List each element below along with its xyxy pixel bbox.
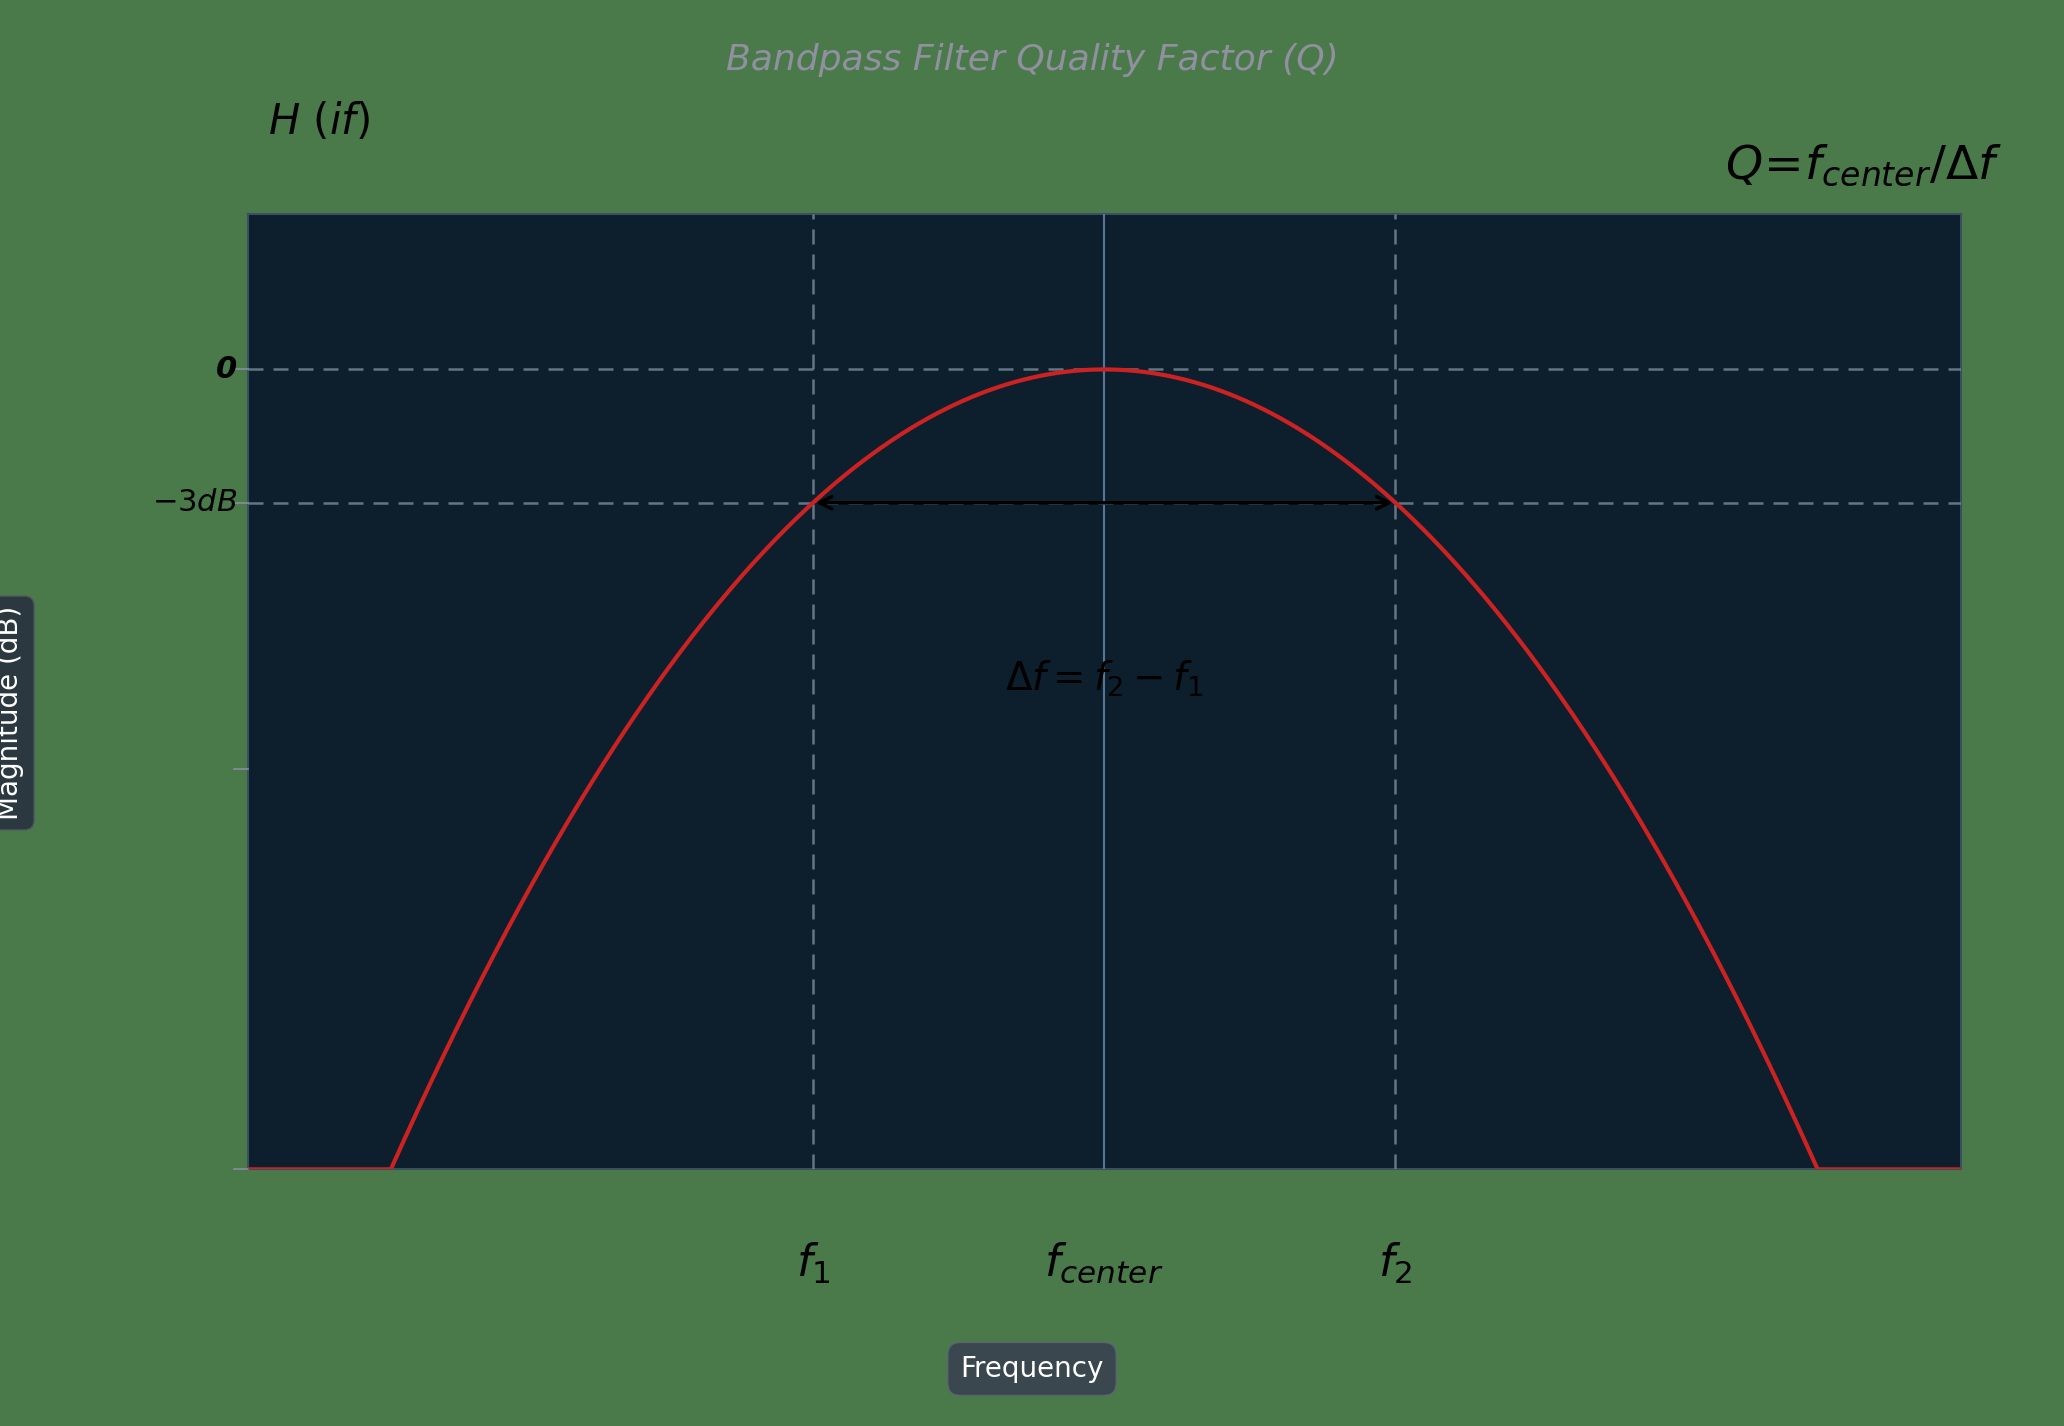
Text: Frequency: Frequency xyxy=(960,1355,1104,1383)
Text: Bandpass Filter Quality Factor (Q): Bandpass Filter Quality Factor (Q) xyxy=(727,43,1337,77)
Text: $\Delta f = f_2 - f_1$: $\Delta f = f_2 - f_1$ xyxy=(1005,659,1203,699)
Text: $f_{center}$: $f_{center}$ xyxy=(1044,1241,1164,1285)
Text: $f_2$: $f_2$ xyxy=(1379,1241,1412,1286)
Text: $Q\!=\!f_{center}/\Delta f$: $Q\!=\!f_{center}/\Delta f$ xyxy=(1726,143,2002,188)
Text: $-3dB$: $-3dB$ xyxy=(153,488,237,518)
Text: $H\ (if)$: $H\ (if)$ xyxy=(268,101,369,143)
Text: 0: 0 xyxy=(217,355,237,384)
Text: Magnitude (dB): Magnitude (dB) xyxy=(0,606,25,820)
Text: $f_1$: $f_1$ xyxy=(797,1241,830,1286)
